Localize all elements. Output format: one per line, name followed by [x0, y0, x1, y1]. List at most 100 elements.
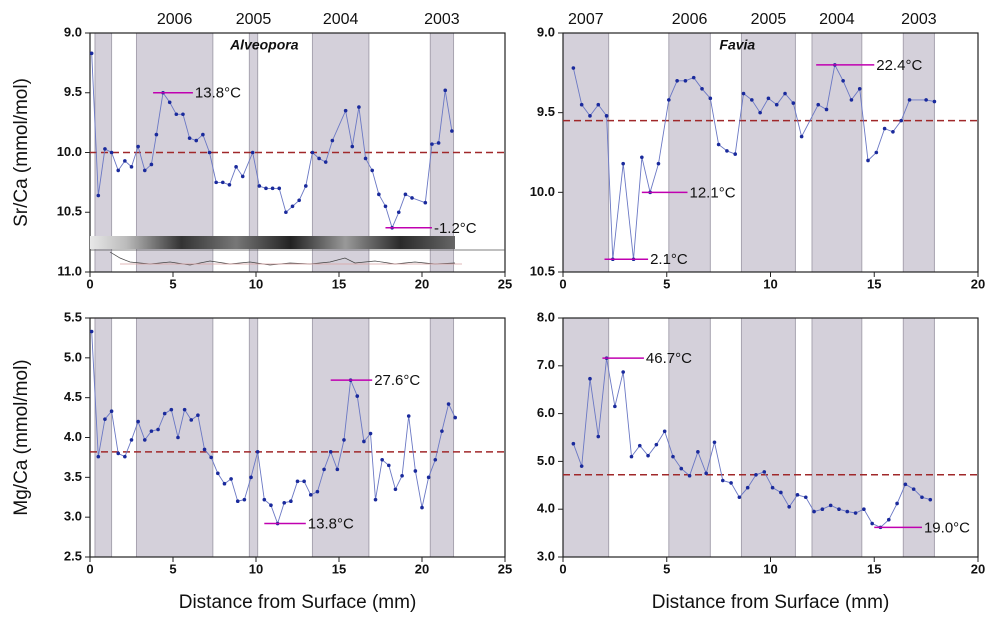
data-point [640, 155, 644, 160]
data-point [895, 501, 899, 506]
y-tick-label: 5.5 [64, 309, 82, 324]
data-point [240, 174, 245, 179]
data-point [816, 102, 821, 107]
data-point [410, 196, 414, 200]
data-point [596, 102, 601, 107]
data-point [725, 149, 729, 153]
data-point [588, 114, 592, 118]
season-band [740, 317, 796, 558]
data-point [189, 418, 194, 422]
y-tick-label: 10.5 [530, 263, 555, 278]
season-band [740, 32, 796, 273]
x-tick-label: 10 [249, 276, 263, 291]
data-point [129, 165, 134, 169]
data-point [187, 136, 192, 140]
data-point [129, 438, 134, 442]
data-point [741, 91, 746, 96]
data-point [222, 481, 227, 486]
year-label: 2005 [236, 11, 272, 28]
data-point [604, 114, 609, 118]
data-point [450, 129, 454, 133]
y-tick-label: 5.0 [64, 349, 82, 364]
data-point [221, 180, 225, 185]
panel-title: Favia [719, 37, 755, 53]
data-point [687, 473, 692, 478]
y-tick-label: 2.5 [64, 548, 82, 563]
y-tick-label: 3.5 [64, 469, 82, 484]
data-point [136, 419, 140, 424]
data-point [154, 132, 159, 137]
data-point [270, 186, 275, 191]
data-point [368, 431, 373, 436]
data-point [803, 495, 808, 500]
season-band [248, 317, 259, 558]
data-point [579, 464, 584, 468]
y-tick-label: 6.0 [537, 405, 555, 420]
y-tick-label: 4.5 [64, 389, 82, 404]
data-point [310, 150, 315, 155]
season-band [135, 317, 214, 558]
data-point [396, 210, 401, 215]
data-point [820, 507, 825, 512]
data-point [103, 147, 107, 151]
x-tick-label: 15 [332, 561, 346, 576]
data-point [662, 429, 667, 434]
data-point [229, 477, 233, 481]
season-band [668, 317, 711, 558]
data-point [420, 505, 424, 510]
data-point [783, 91, 787, 96]
core-strip [90, 236, 455, 249]
core-image-inset [90, 236, 505, 266]
x-tick-label: 0 [559, 276, 566, 291]
data-point [762, 470, 767, 474]
data-point [812, 509, 816, 514]
data-point [716, 142, 721, 147]
data-point [182, 407, 187, 412]
data-point [874, 150, 879, 155]
y-tick-label: 9.0 [64, 24, 82, 39]
data-point [169, 407, 174, 412]
x-tick-label: 20 [415, 561, 429, 576]
y-tick-label: 11.0 [57, 263, 82, 278]
y-tick-label: 10.5 [57, 204, 82, 219]
x-tick-label: 0 [86, 561, 93, 576]
season-band [902, 32, 935, 273]
season-band [562, 32, 610, 273]
data-point [750, 98, 754, 102]
data-point [621, 161, 625, 166]
data-point [355, 394, 360, 398]
data-point [317, 156, 321, 161]
data-point [149, 162, 154, 167]
data-point [436, 141, 441, 145]
x-tick-label: 5 [169, 561, 176, 576]
data-point [249, 475, 253, 480]
data-point [754, 472, 758, 477]
data-point [423, 200, 428, 205]
data-point [440, 429, 444, 433]
data-point [791, 101, 796, 105]
data-point [824, 107, 829, 112]
data-point [227, 182, 232, 187]
annotation-label: 13.8°C [195, 85, 241, 102]
season-band [668, 32, 711, 273]
data-point [656, 161, 661, 166]
y-tick-label: 3.0 [64, 509, 82, 524]
y-tick-label: 4.0 [64, 429, 82, 444]
x-tick-label: 5 [663, 276, 670, 291]
x-axis-label: Distance from Surface (mm) [652, 592, 890, 613]
data-point [683, 79, 688, 83]
data-point [290, 204, 295, 209]
data-point [849, 98, 854, 102]
data-point [613, 404, 617, 409]
data-point [209, 455, 213, 460]
data-point [297, 198, 301, 203]
data-point [870, 521, 874, 526]
data-point [795, 493, 800, 497]
data-point [255, 450, 260, 454]
x-tick-label: 0 [559, 561, 566, 576]
data-point [123, 159, 127, 163]
data-point [330, 138, 335, 143]
data-point [708, 96, 713, 101]
data-point [671, 454, 675, 459]
